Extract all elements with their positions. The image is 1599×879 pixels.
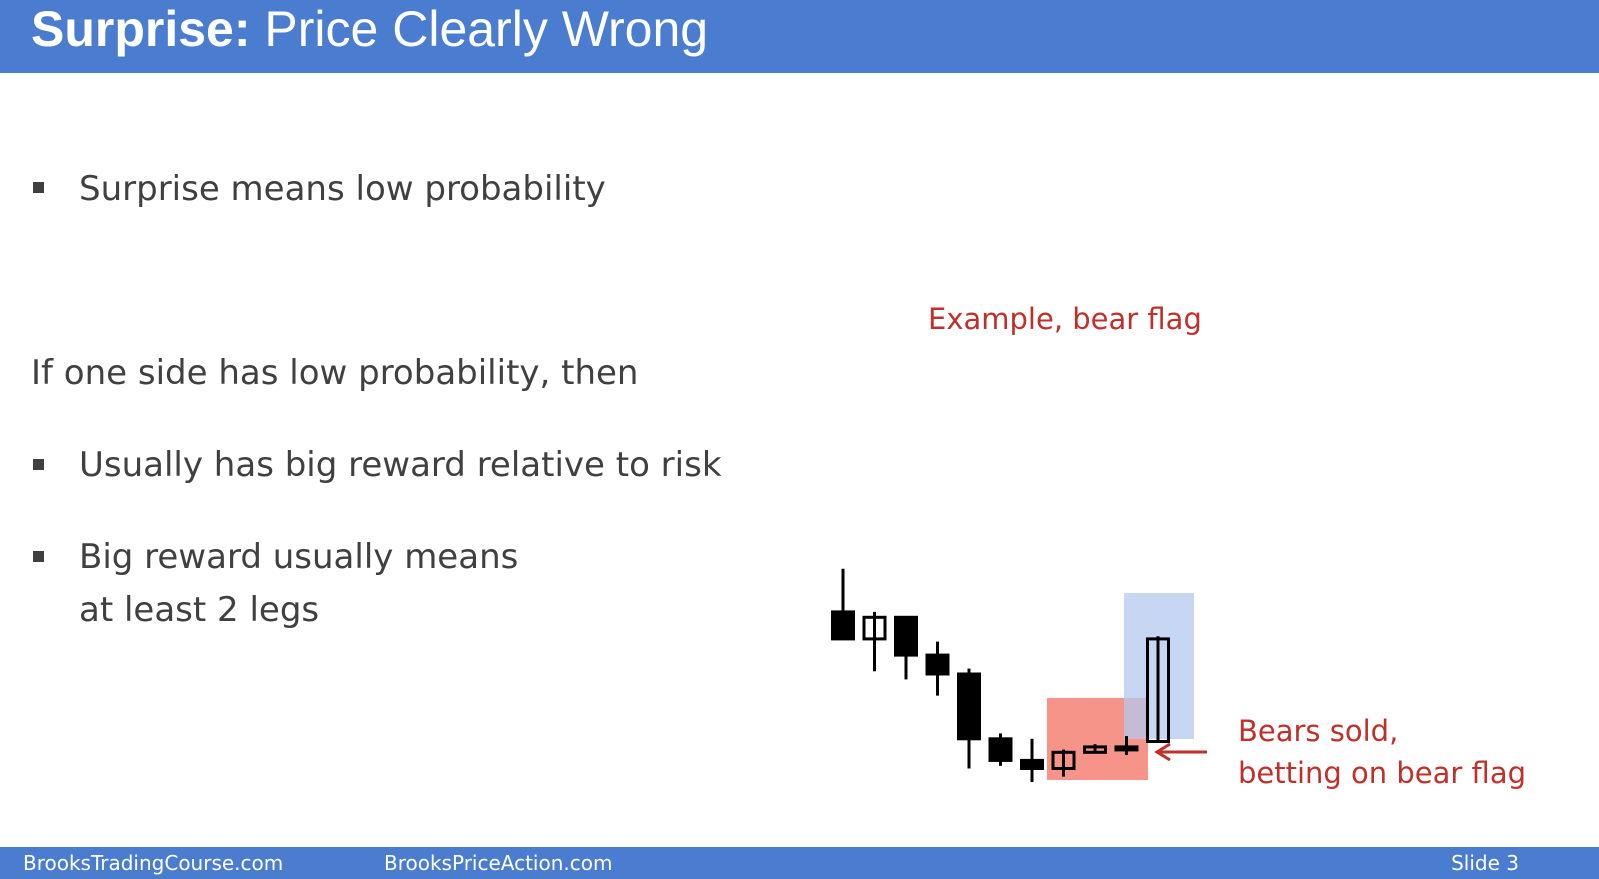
slide-number: Slide 3	[1451, 851, 1519, 875]
bull-candle	[862, 615, 887, 641]
bullet-text: Big reward usually means	[79, 537, 519, 577]
bullet-marker	[33, 182, 44, 193]
annotation-line-2: betting on bear flag	[1238, 756, 1527, 790]
annotation-line-1: Bears sold,	[1238, 714, 1399, 748]
footer-link-brookstradingcourse[interactable]: BrooksTradingCourse.com	[23, 851, 284, 875]
intro-text: If one side has low probability, then	[31, 353, 639, 393]
left-arrow-icon	[1154, 742, 1171, 762]
bullet-text-continued: at least 2 legs	[79, 590, 320, 630]
slide-title: Surprise: Price Clearly Wrong	[31, 0, 708, 60]
bull-candle	[1146, 637, 1170, 744]
bear-candle	[925, 653, 950, 676]
bull-candle	[1114, 745, 1139, 752]
bull-candle	[1083, 745, 1107, 754]
bear-candle	[957, 672, 981, 741]
footer-bar: BrooksTradingCourse.com BrooksPriceActio…	[0, 847, 1599, 879]
bear-candle	[894, 615, 918, 657]
title-rest: Price Clearly Wrong	[264, 1, 709, 57]
bear-candle	[988, 737, 1013, 762]
bear-candle	[831, 610, 855, 641]
title-bold: Surprise:	[31, 1, 251, 57]
footer-link-brookspriceaction[interactable]: BrooksPriceAction.com	[384, 851, 613, 875]
bullet-text: Usually has big reward relative to risk	[79, 445, 722, 485]
bullet-marker	[33, 551, 44, 562]
bullet-text: Surprise means low probability	[79, 169, 606, 209]
bullet-marker	[33, 459, 44, 470]
bull-candle	[1051, 750, 1076, 770]
example-label: Example, bear flag	[928, 302, 1202, 336]
bear-candle	[1020, 758, 1044, 771]
candles-group	[831, 568, 1170, 782]
title-bar: Surprise: Price Clearly Wrong	[0, 0, 1599, 73]
